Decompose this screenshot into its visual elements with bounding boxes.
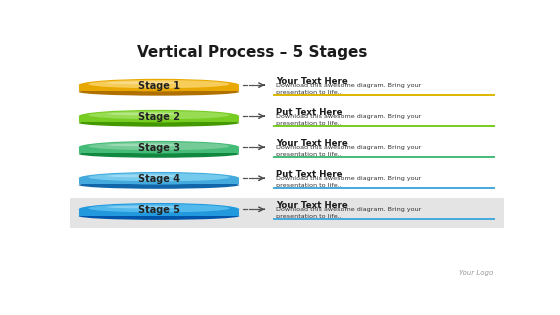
Ellipse shape	[88, 80, 230, 88]
Ellipse shape	[88, 173, 230, 181]
Text: Your Text Here: Your Text Here	[276, 77, 348, 86]
Text: Your Logo: Your Logo	[459, 270, 493, 276]
Polygon shape	[78, 179, 239, 185]
Ellipse shape	[88, 111, 230, 119]
Text: Put Text Here: Put Text Here	[276, 170, 343, 179]
Ellipse shape	[107, 144, 179, 146]
Text: Stage 1: Stage 1	[138, 81, 180, 91]
Polygon shape	[78, 86, 239, 91]
Text: Stage 4: Stage 4	[138, 174, 180, 184]
Text: Vertical Process – 5 Stages: Vertical Process – 5 Stages	[137, 45, 367, 60]
Ellipse shape	[78, 110, 239, 123]
Ellipse shape	[78, 203, 239, 215]
Text: Stage 3: Stage 3	[138, 143, 180, 153]
Ellipse shape	[88, 142, 230, 150]
Bar	[70, 198, 526, 228]
Ellipse shape	[78, 172, 239, 185]
Ellipse shape	[78, 150, 239, 158]
Polygon shape	[78, 117, 239, 122]
Ellipse shape	[78, 79, 239, 91]
Ellipse shape	[107, 175, 179, 177]
Ellipse shape	[107, 206, 179, 209]
Text: Your Text Here: Your Text Here	[276, 139, 348, 148]
Text: Download this awesome diagram. Bring your
presentation to life..: Download this awesome diagram. Bring you…	[276, 145, 422, 157]
Ellipse shape	[88, 204, 230, 212]
Ellipse shape	[78, 212, 239, 220]
Text: Stage 5: Stage 5	[138, 205, 180, 215]
Ellipse shape	[78, 181, 239, 189]
Text: Download this awesome diagram. Bring your
presentation to life..: Download this awesome diagram. Bring you…	[276, 207, 422, 219]
Text: Your Text Here: Your Text Here	[276, 201, 348, 210]
Text: Stage 2: Stage 2	[138, 112, 180, 122]
Text: Put Text Here: Put Text Here	[276, 108, 343, 117]
Text: Download this awesome diagram. Bring your
presentation to life..: Download this awesome diagram. Bring you…	[276, 83, 422, 95]
Ellipse shape	[78, 141, 239, 153]
Text: Download this awesome diagram. Bring your
presentation to life..: Download this awesome diagram. Bring you…	[276, 114, 422, 126]
Text: Download this awesome diagram. Bring your
presentation to life..: Download this awesome diagram. Bring you…	[276, 176, 422, 188]
Ellipse shape	[78, 88, 239, 96]
Ellipse shape	[78, 119, 239, 127]
Polygon shape	[78, 148, 239, 153]
Polygon shape	[78, 210, 239, 215]
Ellipse shape	[107, 112, 179, 115]
Ellipse shape	[107, 82, 179, 84]
